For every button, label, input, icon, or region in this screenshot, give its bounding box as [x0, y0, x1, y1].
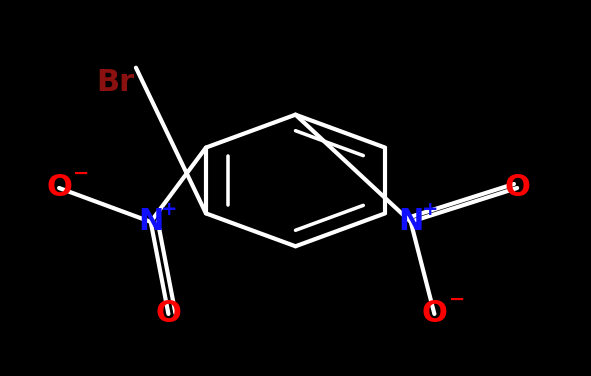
Text: O: O	[46, 173, 72, 203]
Text: Br: Br	[96, 68, 134, 97]
Text: +: +	[421, 200, 438, 219]
Text: N: N	[138, 207, 163, 237]
Text: O: O	[421, 299, 447, 329]
Text: O: O	[155, 299, 181, 329]
Text: N: N	[398, 207, 423, 237]
Text: O: O	[504, 173, 530, 203]
Text: −: −	[73, 164, 90, 183]
Text: −: −	[449, 290, 465, 309]
Text: +: +	[161, 200, 178, 219]
